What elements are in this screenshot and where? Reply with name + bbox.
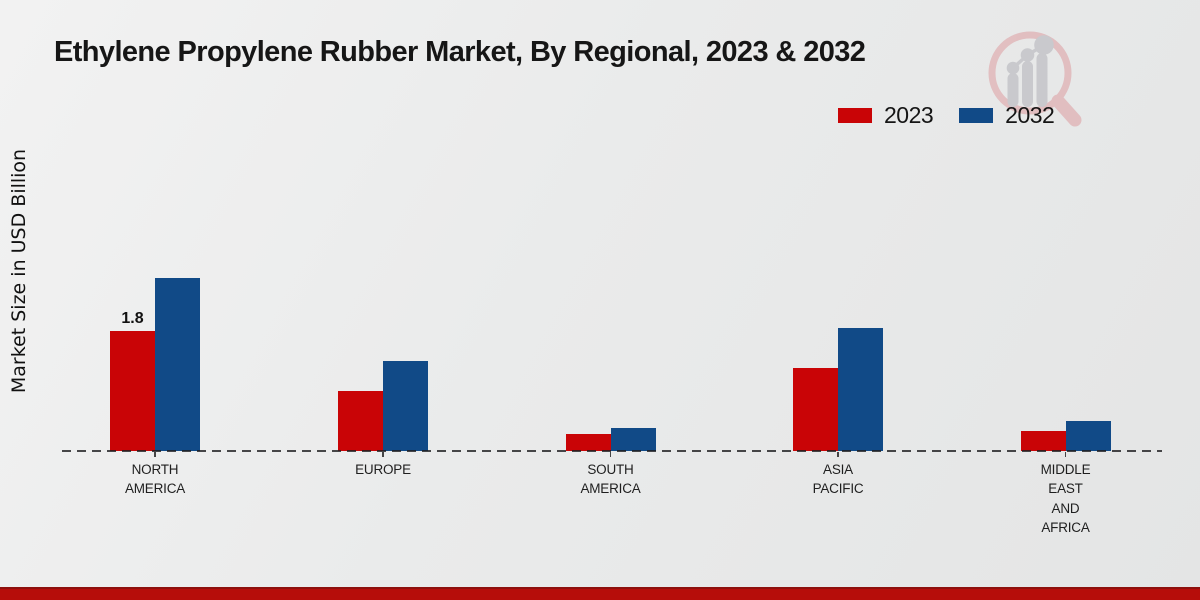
legend-label-2023: 2023 [884, 102, 934, 128]
bar-europe-2032 [383, 361, 428, 451]
legend: 2023 2032 [838, 102, 1055, 128]
logo-trend-dot [1020, 48, 1035, 62]
legend-label-2032: 2032 [1005, 102, 1055, 128]
legend-swatch-2032 [959, 108, 994, 123]
logo-bar-large [1036, 53, 1048, 107]
logo-bar-small [1007, 73, 1019, 107]
bar-middle-east-and-africa-2023 [1020, 431, 1066, 451]
bar-north-america-2023 [110, 331, 155, 451]
x-axis-tick [837, 452, 839, 457]
bar-value-label: 1.8 [121, 310, 144, 327]
chart-title: Ethylene Propylene Rubber Market, By Reg… [54, 36, 866, 68]
x-axis-tick [1064, 452, 1067, 457]
bar-north-america-2032 [155, 278, 200, 451]
logo-bar-medium [1022, 61, 1033, 107]
x-axis-tick [154, 452, 156, 457]
x-axis-baseline [62, 450, 1162, 452]
legend-item-2023: 2023 [838, 102, 934, 128]
bar-asia-pacific-2023 [793, 368, 838, 451]
logo-trend-dot [1034, 35, 1054, 55]
bar-south-america-2032 [610, 428, 656, 451]
footer-accent-bar [0, 587, 1200, 600]
x-axis-tick [382, 452, 384, 457]
category-label-south-america: SOUTH AMERICA [580, 462, 641, 497]
magnifier-handle [1051, 94, 1082, 127]
bar-south-america-2023 [565, 434, 611, 451]
category-label-asia-pacific: ASIA PACIFIC [812, 462, 864, 497]
logo-trend-dot [1006, 61, 1020, 75]
legend-item-2032: 2032 [959, 102, 1055, 128]
legend-swatch-2023 [838, 108, 872, 123]
bar-middle-east-and-africa-2032 [1065, 421, 1111, 451]
bar-europe-2023 [338, 391, 383, 451]
category-label-middle-east-and-africa: MIDDLE EAST AND AFRICA [1040, 462, 1091, 535]
x-axis-tick [609, 452, 612, 457]
magnifier-bar-chart-icon [988, 31, 1082, 127]
category-label-europe: EUROPE [355, 462, 411, 477]
bar-asia-pacific-2032 [838, 328, 883, 451]
category-label-north-america: NORTH AMERICA [124, 462, 186, 497]
magnifier-ring [988, 31, 1072, 115]
